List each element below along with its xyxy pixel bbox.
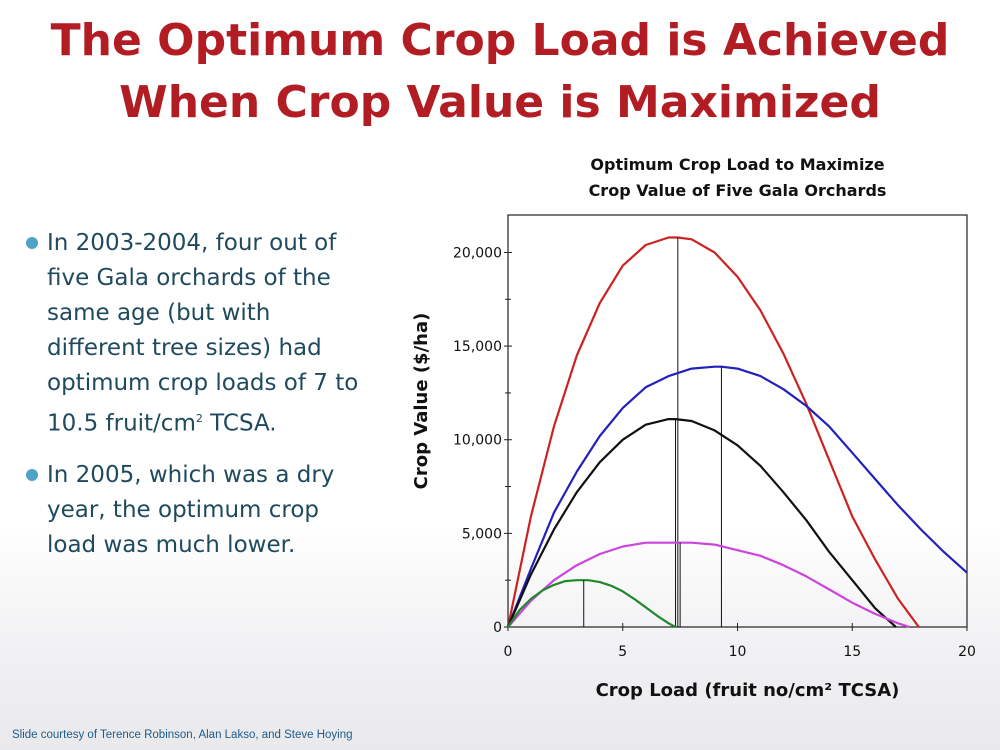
bullet-superscript: 2 [195,412,203,425]
bullet-item: In 2005, which was a dry year, the optim… [24,458,369,563]
bullet-text: In 2003-2004, four out of five Gala orch… [47,230,359,437]
y-tick-label: 10,000 [453,433,502,449]
slide-title-line-2: When Crop Value is Maximized [119,77,881,128]
x-tick-label: 15 [843,644,861,660]
slide-title-line-1: The Optimum Crop Load is Achieved [50,15,950,66]
crop-value-chart: 0 5,000 10,000 15,000 20,000 0 5 10 15 20 Crop Loa… [411,214,976,701]
chart-title: Optimum Crop Load to Maximize Crop Value… [540,152,935,204]
series-line-4 [507,541,910,629]
x-axis-label: Crop Load (fruit no/cm² TCSA) [596,680,900,701]
bullet-dot-icon [26,237,38,249]
y-tick-label: 15,000 [453,339,502,355]
series-line-1 [506,236,920,628]
chart-title-line-1: Optimum Crop Load to Maximize [590,155,885,174]
chart-title-line-2: Crop Value of Five Gala Orchards [588,181,887,200]
y-tick-label: 5,000 [462,526,502,542]
bullet-item: In 2003-2004, four out of five Gala orch… [24,226,369,442]
x-tick-label: 0 [504,644,513,660]
series-line-5 [507,579,677,628]
bullet-text: In 2005, which was a dry year, the optim… [47,461,335,558]
series-line-2 [506,365,968,628]
y-tick-label: 20,000 [453,245,502,261]
x-tick-label: 10 [729,644,747,660]
y-tick-label: 0 [493,620,502,636]
bullet-list: In 2003-2004, four out of five Gala orch… [24,226,369,579]
y-axis-label: Crop Value ($/ha) [411,313,432,490]
bullet-dot-icon [26,468,38,481]
x-tick-label: 20 [958,644,976,660]
slide-title: The Optimum Crop Load is Achieved When C… [0,10,1000,134]
x-tick-label: 5 [618,644,627,660]
slide-credit: Slide courtesy of Terence Robinson, Alan… [12,729,353,741]
bullet-text-end: TCSA. [202,410,277,437]
series-line-3 [506,418,897,628]
